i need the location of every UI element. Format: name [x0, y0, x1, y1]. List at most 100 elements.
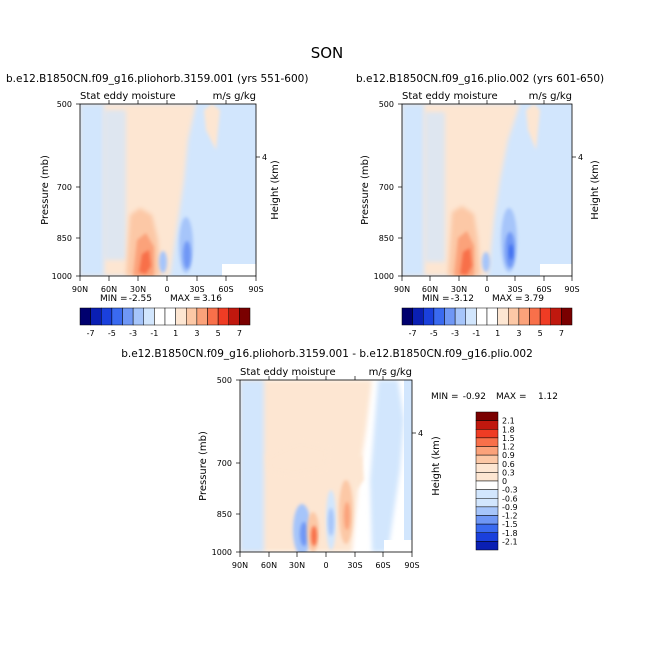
colorbar-swatch	[454, 307, 466, 326]
panel-b-y2-tick-label: 4	[578, 153, 583, 162]
colorbar-swatch	[217, 307, 229, 326]
panel-diff-colorbar: 2.11.81.51.20.90.60.30-0.3-0.6-0.9-1.2-1…	[475, 411, 518, 551]
panel-diff-y-tick-label: 500	[217, 376, 232, 385]
colorbar-swatch	[444, 307, 456, 326]
panel-diff-x-tick-label: 60S	[375, 561, 390, 570]
colorbar-swatch	[518, 307, 530, 326]
panel-diff-x-tick-label: 30S	[347, 561, 362, 570]
panel-a-x-tick-label: 0	[164, 285, 169, 294]
colorbar-swatch	[529, 307, 541, 326]
panel-diff-x-axis: 90N 60N 30N 0 30S 60S 90S	[232, 561, 420, 570]
panel-a-ticks	[76, 100, 260, 281]
colorbar-label: 1.8	[502, 425, 515, 434]
panel-b-min-label: MIN =	[422, 294, 450, 304]
colorbar-label: -5	[108, 329, 116, 338]
panel-diff-variable-label: Stat eddy moisture	[240, 367, 336, 378]
colorbar-label: -1	[472, 329, 480, 338]
panel-a-plot-frame	[79, 103, 257, 277]
panel-diff-max-label: MAX =	[496, 392, 527, 402]
colorbar-label: -1	[150, 329, 158, 338]
colorbar-swatch	[475, 454, 499, 464]
panel-b-max-label: MAX =	[492, 294, 523, 304]
colorbar-swatch	[475, 498, 499, 508]
colorbar-label: -1.8	[502, 529, 518, 538]
colorbar-swatch	[475, 472, 499, 482]
colorbar-label: -1.2	[502, 512, 518, 521]
colorbar-label: 7	[559, 329, 564, 338]
panel-diff-max-value: 1.12	[538, 392, 558, 402]
panel-diff: b.e12.B1850CN.f09_g16.pliohorb.3159.001 …	[121, 348, 558, 570]
colorbar-swatch	[475, 420, 499, 430]
panel-b-y-tick-label: 700	[379, 183, 394, 192]
panel-a-x-axis: 90N 60N 30N 0 30S 60S 90S	[72, 285, 264, 294]
colorbar-label: 1	[495, 329, 500, 338]
colorbar-swatch	[475, 480, 499, 490]
colorbar-label: 1	[173, 329, 178, 338]
colorbar-swatch	[475, 515, 499, 525]
panel-b-x-tick-label: 60S	[536, 285, 551, 294]
panel-b-x-tick-label: 90S	[564, 285, 579, 294]
panel-a-colorbar: -7 -5 -3 -1 1 3 5 7	[79, 307, 251, 338]
panel-diff-ticks	[236, 376, 416, 557]
panel-a: b.e12.B1850CN.f09_g16.pliohorb.3159.001 …	[6, 73, 308, 338]
panel-b-x-tick-label: 30S	[507, 285, 522, 294]
colorbar-swatch	[561, 307, 573, 326]
panel-b-contour-field	[402, 104, 572, 276]
colorbar-swatch	[475, 506, 499, 516]
panel-a-x-tick-label: 60S	[218, 285, 233, 294]
panel-a-title: b.e12.B1850CN.f09_g16.pliohorb.3159.001 …	[6, 73, 308, 85]
panel-a-y-tick-label: 1000	[52, 272, 72, 281]
colorbar-swatch	[164, 307, 176, 326]
panel-b-y2-label: Height (km)	[590, 160, 601, 220]
colorbar-swatch	[475, 523, 499, 533]
colorbar-label: -7	[409, 329, 417, 338]
colorbar-swatch	[79, 307, 91, 326]
colorbar-swatch	[207, 307, 219, 326]
colorbar-swatch	[423, 307, 435, 326]
colorbar-label: -1.5	[502, 520, 518, 529]
panel-b-max-value: 3.79	[524, 294, 544, 304]
colorbar-label: -3	[129, 329, 137, 338]
colorbar-label: 7	[237, 329, 242, 338]
colorbar-swatch	[412, 307, 424, 326]
colorbar-swatch	[475, 532, 499, 542]
colorbar-label: 5	[216, 329, 221, 338]
panel-diff-y2-label: Height (km)	[431, 436, 442, 496]
panel-diff-x-tick-label: 30N	[289, 561, 305, 570]
panel-b-x-tick-label: 30N	[451, 285, 467, 294]
panel-a-max-label: MAX =	[170, 294, 201, 304]
panel-b-ticks	[398, 100, 576, 281]
colorbar-label: -2.1	[502, 537, 518, 546]
panel-a-max-value: 3.16	[202, 294, 222, 304]
colorbar-label: 5	[538, 329, 543, 338]
colorbar-swatch	[550, 307, 562, 326]
colorbar-label: 0.6	[502, 460, 515, 469]
panel-diff-y-tick-label: 700	[217, 459, 232, 468]
panel-diff-x-tick-label: 90N	[232, 561, 248, 570]
panel-b-x-tick-label: 60N	[422, 285, 438, 294]
panel-b-colorbar: -7 -5 -3 -1 1 3 5 7	[401, 307, 573, 338]
panel-diff-x-tick-label: 90S	[404, 561, 419, 570]
colorbar-swatch	[475, 463, 499, 473]
panel-b-y-label: Pressure (mb)	[360, 155, 371, 225]
colorbar-swatch	[475, 437, 499, 447]
panel-b-y-tick-label: 1000	[374, 272, 394, 281]
panel-diff-y2-tick-label: 4	[418, 429, 423, 438]
panel-diff-units-label: m/s g/kg	[369, 367, 412, 378]
panel-a-y2-label: Height (km)	[270, 160, 281, 220]
colorbar-label: -5	[430, 329, 438, 338]
panel-a-y-tick-label: 850	[57, 234, 72, 243]
colorbar-swatch	[475, 541, 499, 551]
panel-a-min-label: MIN =	[100, 294, 128, 304]
panel-b-y-axis: 500 700 850 1000	[374, 100, 394, 281]
panel-diff-title: b.e12.B1850CN.f09_g16.pliohorb.3159.001 …	[121, 348, 533, 360]
panel-a-x-tick-label: 90N	[72, 285, 88, 294]
colorbar-swatch	[486, 307, 498, 326]
colorbar-swatch	[175, 307, 187, 326]
colorbar-swatch	[475, 411, 499, 421]
colorbar-label: -0.9	[502, 503, 518, 512]
panel-diff-y-tick-label: 1000	[212, 548, 232, 557]
colorbar-swatch	[497, 307, 509, 326]
colorbar-swatch	[122, 307, 134, 326]
colorbar-swatch	[476, 307, 488, 326]
